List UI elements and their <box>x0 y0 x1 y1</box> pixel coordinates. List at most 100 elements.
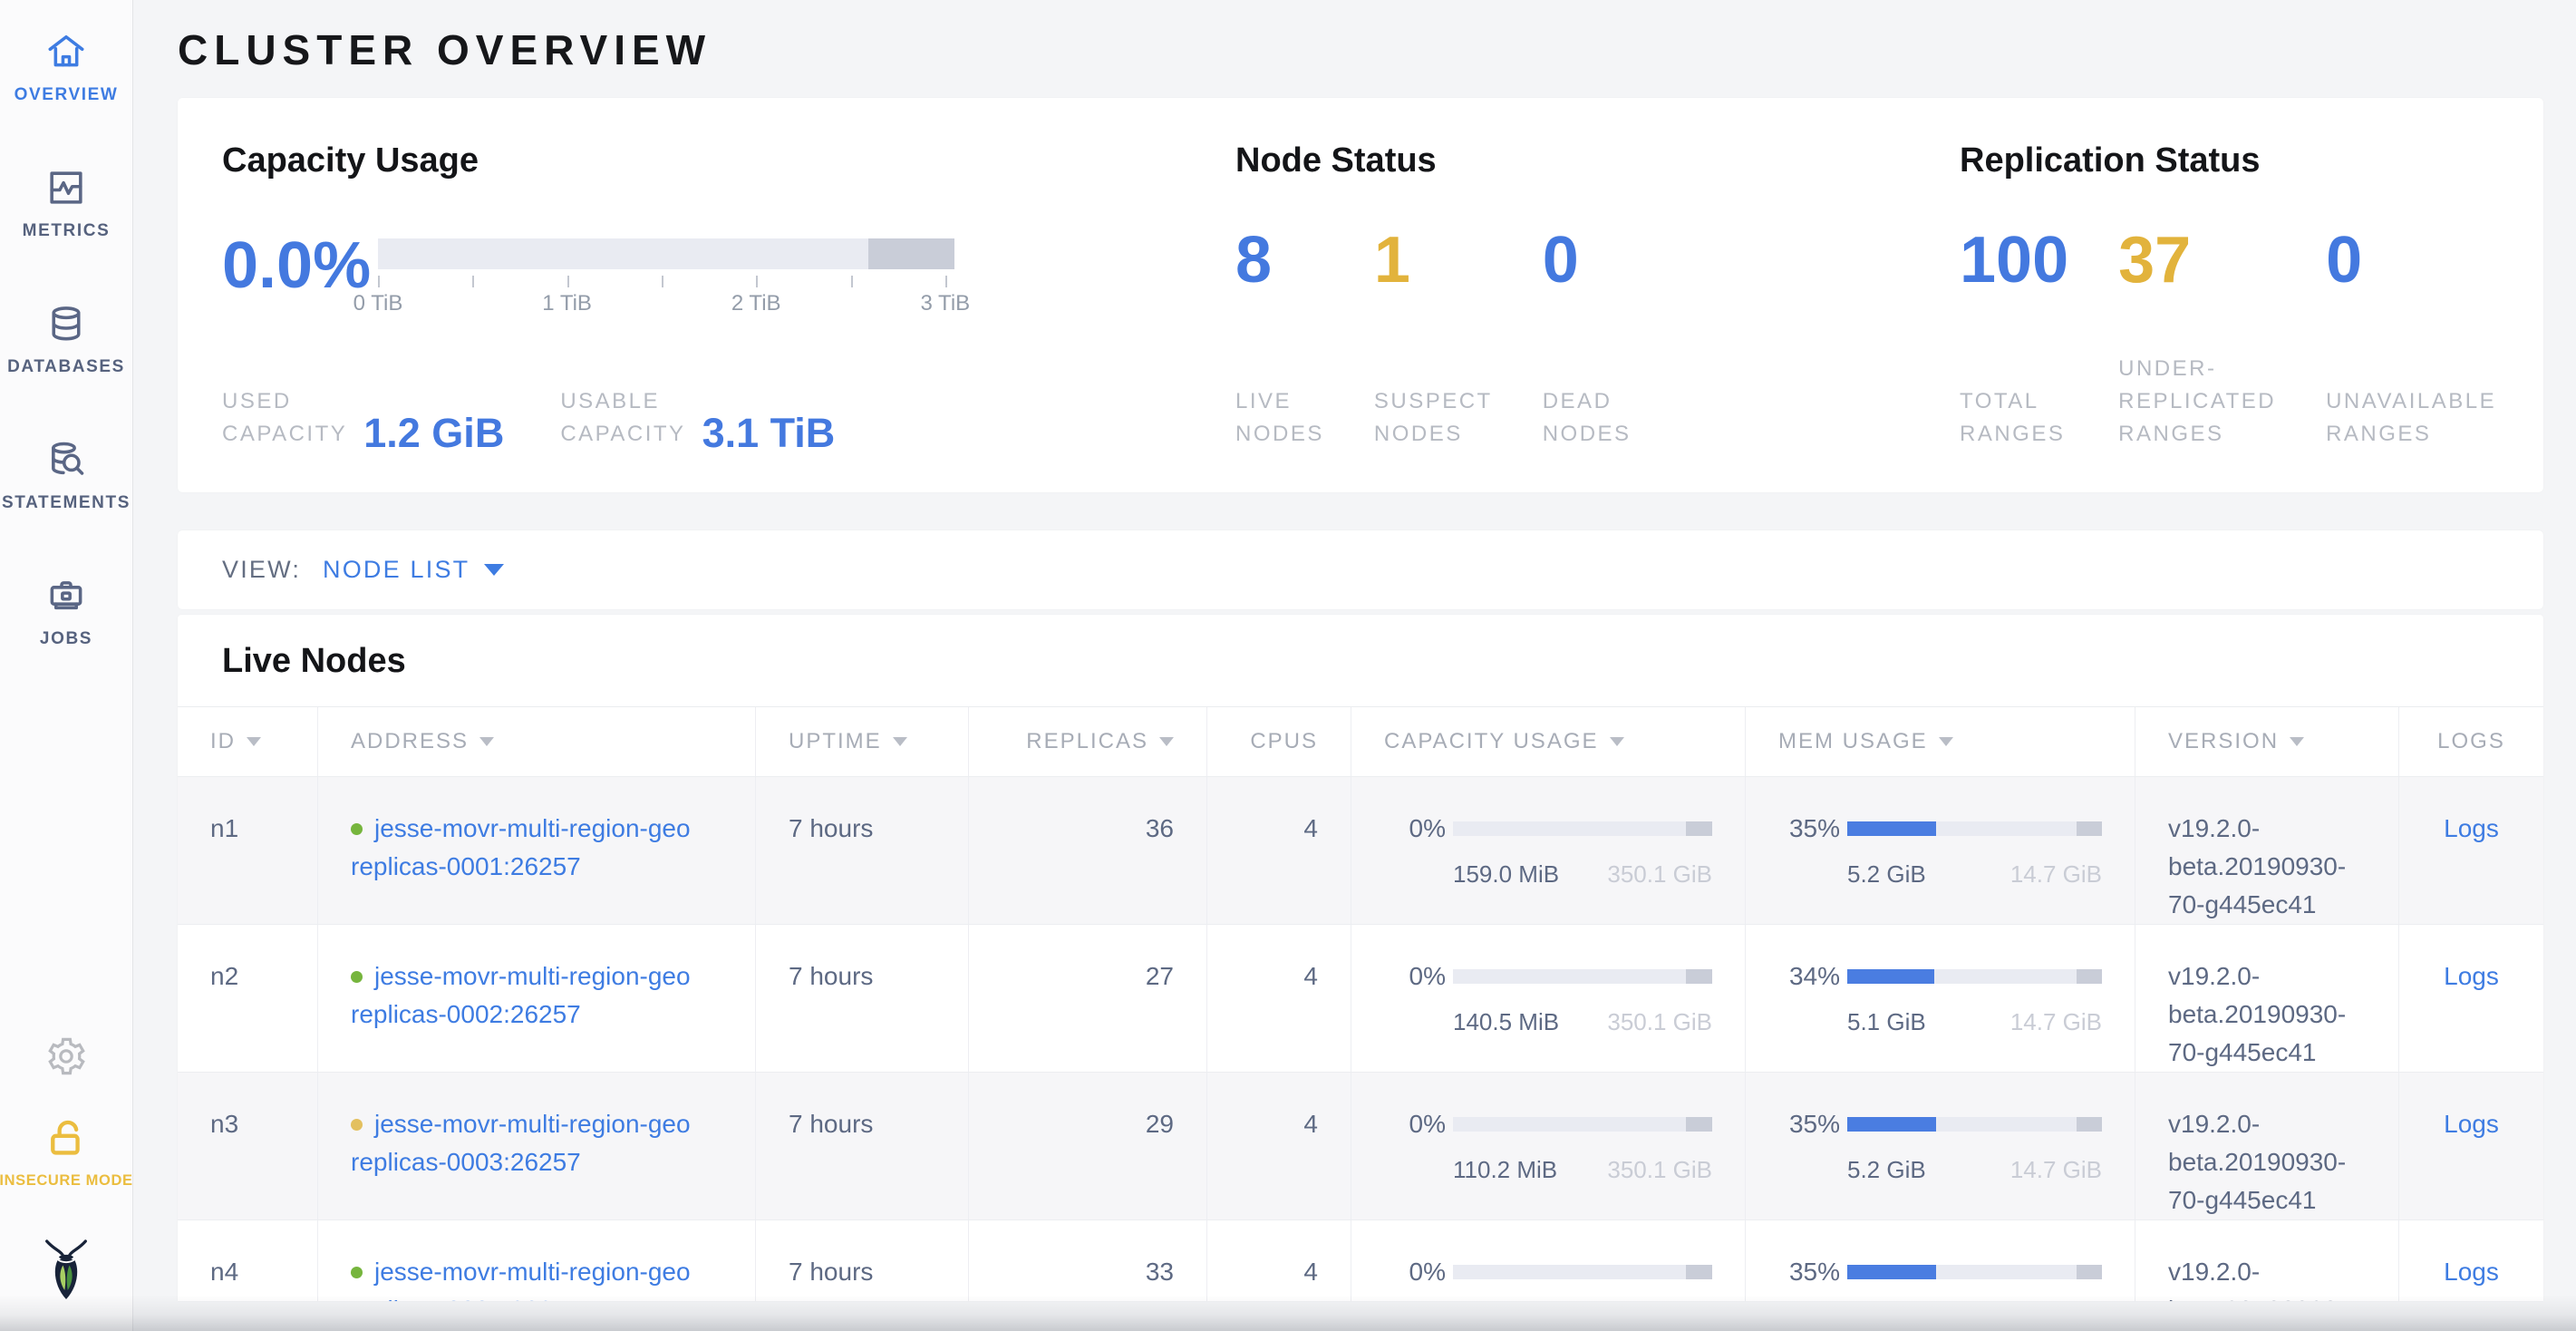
databases-icon <box>44 301 89 346</box>
sidebar-item-statements[interactable]: STATEMENTS <box>2 437 131 513</box>
stat-label-line: USED <box>222 389 292 413</box>
column-header-label: MEM USAGE <box>1778 729 1928 753</box>
mem-total-value: 14.7 GiB <box>2010 1298 2102 1301</box>
settings-button[interactable] <box>44 1035 88 1078</box>
capacity-used-value: 140.5 MiB <box>1453 1008 1560 1035</box>
replication-stat-value: 0 <box>2326 224 2363 296</box>
insecure-mode-link[interactable]: INSECURE MODE <box>0 1114 133 1190</box>
cockroachdb-logo-icon <box>37 1231 95 1309</box>
axis-tick-label: 3 TiB <box>920 291 971 316</box>
open-lock-icon <box>43 1114 90 1161</box>
node-address-line: replicas-0004:26257 <box>351 1291 722 1301</box>
sort-caret-icon <box>479 737 495 746</box>
column-header-capacity-usage[interactable]: CAPACITY USAGE <box>1351 707 1746 776</box>
sidebar-item-label: OVERVIEW <box>14 85 119 104</box>
replication-status-section: Replication Status 100 TOTAL RANGES 37 UNDER… <box>1940 98 2543 492</box>
node-logs-cell: Logs <box>2399 777 2543 924</box>
stat-label-line: LIVE <box>1235 389 1293 413</box>
capacity-used-value: 159.0 MiB <box>1453 860 1560 888</box>
replication-stat-value: 37 <box>2118 224 2192 296</box>
capacity-bar-row: 0% <box>1384 1105 1712 1143</box>
mem-used-value: 5.1 GiB <box>1847 1008 1926 1035</box>
mem-percent: 35% <box>1788 1110 1840 1138</box>
capacity-stats: USED CAPACITY 1.2 GiB USABLE CAPACITY 3.1 TiB <box>222 385 1206 456</box>
sidebar-item-jobs[interactable]: JOBS <box>2 573 131 649</box>
node-address-link[interactable]: jesse-movr-multi-region-geo replicas-0003… <box>351 1105 722 1181</box>
logs-link[interactable]: Logs <box>2444 814 2499 842</box>
column-header-version[interactable]: VERSION <box>2135 707 2399 776</box>
node-version-line: v19.2.0- <box>2168 1258 2261 1286</box>
column-header-label: VERSION <box>2168 729 2280 753</box>
mem-bar-track <box>1847 969 2102 984</box>
node-id-cell: n2 <box>178 925 318 1072</box>
node-address-line: jesse-movr-multi-region-geo <box>351 1253 722 1291</box>
node-logs-cell: Logs <box>2399 925 2543 1072</box>
sidebar-item-metrics[interactable]: METRICS <box>2 165 131 241</box>
node-address-link[interactable]: jesse-movr-multi-region-geo replicas-0002… <box>351 957 722 1034</box>
node-address-line: replicas-0001:26257 <box>351 852 581 880</box>
column-header-replicas[interactable]: REPLICAS <box>969 707 1207 776</box>
node-address-cell: jesse-movr-multi-region-geo replicas-0001… <box>318 777 756 924</box>
node-uptime-cell: 7 hours <box>756 777 969 924</box>
mem-values: 5.2 GiB 14.7 GiB <box>1847 1151 2102 1189</box>
stat-label-line: DEAD <box>1542 389 1612 413</box>
capacity-stat-value: 1.2 GiB <box>363 410 505 456</box>
capacity-values: 106.9 MiB 350.1 GiB <box>1453 1298 1712 1301</box>
stat-label-line: NODES <box>1235 422 1324 446</box>
node-replicas-cell: 29 <box>969 1073 1207 1219</box>
column-header-address[interactable]: ADDRESS <box>318 707 756 776</box>
sidebar-item-label: STATEMENTS <box>2 493 131 512</box>
node-version-line: v19.2.0- <box>2168 1110 2261 1138</box>
node-cpus-cell: 4 <box>1207 1220 1351 1301</box>
logs-link[interactable]: Logs <box>2444 1110 2499 1138</box>
mem-bar-row: 35% <box>1778 1253 2102 1291</box>
node-address-link[interactable]: jesse-movr-multi-region-georeplicas-0004… <box>351 1253 722 1301</box>
node-mem-usage-cell: 35% 5.2 GiB 14.7 GiB <box>1746 1220 2135 1301</box>
mem-percent: 35% <box>1788 1258 1840 1286</box>
node-version-line: 70-g445ec41 <box>2168 1186 2317 1214</box>
node-version-cell: v19.2.0- beta.20190930- 70-g445ec41 <box>2135 1073 2399 1219</box>
capacity-stat-value: 3.1 TiB <box>702 410 836 456</box>
node-address-cell: jesse-movr-multi-region-geo replicas-0002… <box>318 925 756 1072</box>
capacity-values: 159.0 MiB 350.1 GiB <box>1453 855 1712 893</box>
table-row: n1 jesse-movr-multi-region-geo replicas-00… <box>178 776 2543 924</box>
view-label: VIEW: <box>222 556 302 583</box>
column-header-mem-usage[interactable]: MEM USAGE <box>1746 707 2135 776</box>
node-id-cell: n4 <box>178 1220 318 1301</box>
node-version-line: v19.2.0- <box>2168 962 2261 990</box>
capacity-bar-row: 0% <box>1384 810 1712 848</box>
mem-bar-reserved-segment <box>2076 1265 2102 1279</box>
chevron-down-icon <box>484 564 505 576</box>
column-header-label: CPUS <box>1250 729 1318 753</box>
stat-label-line: CAPACITY <box>222 422 348 446</box>
column-header-uptime[interactable]: UPTIME <box>756 707 969 776</box>
column-header-id[interactable]: ID <box>178 707 318 776</box>
stat-label-line: USABLE <box>560 389 661 413</box>
capacity-percent: 0% <box>1409 1258 1446 1286</box>
logs-link[interactable]: Logs <box>2444 962 2499 990</box>
mem-values: 5.2 GiB 14.7 GiB <box>1847 1298 2102 1301</box>
sidebar-item-overview[interactable]: OVERVIEW <box>2 29 131 105</box>
node-capacity-usage-cell: 0% 106.9 MiB 350.1 GiB <box>1351 1220 1746 1301</box>
mem-bar-track <box>1847 1117 2102 1132</box>
mem-bar-track <box>1847 1265 2102 1279</box>
column-header-label: ADDRESS <box>351 729 470 753</box>
mem-bar-fill <box>1847 1265 1937 1279</box>
stat-label-line: NODES <box>1542 422 1632 446</box>
logs-link[interactable]: Logs <box>2444 1258 2499 1286</box>
stat-label-line: UNDER- <box>2118 356 2217 381</box>
node-cpus-cell: 4 <box>1207 925 1351 1072</box>
capacity-axis-ticks <box>378 269 954 291</box>
healthy-status-dot <box>351 1267 363 1278</box>
node-address-link[interactable]: jesse-movr-multi-region-geo replicas-0001… <box>351 810 722 886</box>
node-replicas-cell: 33 <box>969 1220 1207 1301</box>
sidebar-item-databases[interactable]: DATABASES <box>2 301 131 377</box>
stat-label-line: NODES <box>1373 422 1463 446</box>
mem-bar-track <box>1847 821 2102 836</box>
view-dropdown[interactable]: NODE LIST <box>323 556 505 584</box>
sidebar-item-label: METRICS <box>22 221 111 240</box>
statements-icon <box>44 437 89 482</box>
stat-label-line: REPLICATED <box>2118 389 2277 413</box>
cluster-summary-card: Capacity Usage 0.0% 0 TiB 1 TiB 2 TiB 3 TiB… <box>178 98 2543 492</box>
node-version-line: v19.2.0- <box>2168 814 2261 842</box>
